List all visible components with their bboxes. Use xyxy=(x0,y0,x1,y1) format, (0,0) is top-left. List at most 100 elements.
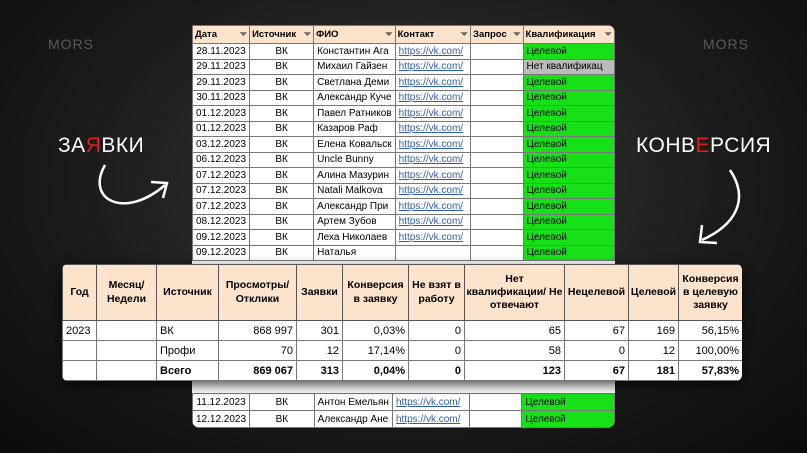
cell[interactable]: 313 xyxy=(296,360,343,381)
cell[interactable]: https://vk.com/ xyxy=(394,182,472,199)
cell[interactable] xyxy=(470,167,524,184)
contact-link[interactable]: https://vk.com/ xyxy=(398,169,464,181)
cell[interactable]: ВК xyxy=(249,58,315,75)
cell[interactable]: Леха Николаев xyxy=(313,229,396,246)
cell[interactable]: Целевой xyxy=(522,167,615,184)
column-header[interactable]: Контакт ⏷ xyxy=(394,25,472,44)
cell[interactable]: https://vk.com/ xyxy=(394,120,472,137)
cell[interactable] xyxy=(470,120,524,137)
cell[interactable]: 169 xyxy=(628,320,679,341)
cell[interactable] xyxy=(470,198,524,215)
cell[interactable]: ВК xyxy=(249,43,315,60)
cell[interactable]: ВК xyxy=(249,74,315,91)
cell[interactable]: 0 xyxy=(408,320,465,341)
cell[interactable]: 06.12.2023 xyxy=(192,151,251,168)
cell[interactable] xyxy=(96,360,157,381)
cell[interactable]: ВК xyxy=(156,320,219,341)
cell[interactable]: ВК xyxy=(249,244,315,261)
cell[interactable] xyxy=(470,43,524,60)
cell[interactable]: https://vk.com/ xyxy=(394,43,472,60)
contact-link[interactable]: https://vk.com/ xyxy=(398,231,464,243)
cell[interactable]: 28.11.2023 xyxy=(192,43,251,60)
cell[interactable]: Целевой xyxy=(521,410,615,428)
cell[interactable]: Елена Ковальск xyxy=(313,136,396,153)
cell[interactable]: 58 xyxy=(464,340,565,361)
cell[interactable] xyxy=(470,213,524,230)
cell[interactable]: Нет квалификац xyxy=(522,58,615,75)
cell[interactable]: https://vk.com/ xyxy=(391,393,470,411)
contact-link[interactable]: https://vk.com/ xyxy=(398,185,464,197)
cell[interactable]: Целевой xyxy=(522,120,615,137)
filter-icon[interactable]: ⏷ xyxy=(604,29,612,39)
cell[interactable]: https://vk.com/ xyxy=(394,151,472,168)
contact-link[interactable]: https://vk.com/ xyxy=(398,200,464,212)
cell[interactable]: 07.12.2023 xyxy=(192,167,251,184)
cell[interactable]: Александр При xyxy=(313,198,396,215)
contact-link[interactable]: https://vk.com/ xyxy=(395,396,461,408)
contact-link[interactable]: https://vk.com/ xyxy=(398,92,464,104)
cell[interactable]: 30.11.2023 xyxy=(192,89,251,106)
cell[interactable]: ВК xyxy=(249,182,315,199)
cell[interactable]: Целевой xyxy=(521,393,615,411)
cell[interactable]: 65 xyxy=(464,320,565,341)
cell[interactable]: ВК xyxy=(249,213,315,230)
cell[interactable]: Профи xyxy=(156,340,219,361)
cell[interactable]: Целевой xyxy=(522,43,615,60)
cell[interactable]: https://vk.com/ xyxy=(394,198,472,215)
cell[interactable]: 07.12.2023 xyxy=(192,182,251,199)
cell[interactable]: Целевой xyxy=(522,198,615,215)
contact-link[interactable]: https://vk.com/ xyxy=(398,216,464,228)
cell[interactable]: Павел Ратников xyxy=(313,105,396,122)
cell[interactable]: https://vk.com/ xyxy=(394,213,472,230)
contact-link[interactable]: https://vk.com/ xyxy=(398,123,464,135)
cell[interactable] xyxy=(470,89,524,106)
filter-icon[interactable]: ⏷ xyxy=(460,29,468,39)
cell[interactable]: 0 xyxy=(408,360,465,381)
cell[interactable]: 07.12.2023 xyxy=(192,198,251,215)
cell[interactable] xyxy=(96,320,157,341)
cell[interactable] xyxy=(470,244,524,261)
cell[interactable]: ВК xyxy=(249,151,315,168)
cell[interactable]: 09.12.2023 xyxy=(192,229,251,246)
contact-link[interactable]: https://vk.com/ xyxy=(398,45,464,57)
cell[interactable]: 0 xyxy=(408,340,465,361)
cell[interactable]: 56,15% xyxy=(678,320,742,341)
cell[interactable]: https://vk.com/ xyxy=(391,410,470,428)
cell[interactable]: Uncle Bunny xyxy=(313,151,396,168)
cell[interactable]: Целевой xyxy=(522,105,615,122)
cell[interactable]: Natali Malkova xyxy=(313,182,396,199)
cell[interactable]: ВК xyxy=(249,393,315,411)
cell[interactable]: Александр Ане xyxy=(313,410,393,428)
cell[interactable]: 0,04% xyxy=(342,360,409,381)
cell[interactable]: Артем Зубов xyxy=(313,213,396,230)
filter-icon[interactable]: ⏷ xyxy=(513,29,521,39)
cell[interactable] xyxy=(394,244,472,261)
cell[interactable] xyxy=(62,340,97,361)
cell[interactable] xyxy=(470,74,524,91)
cell[interactable]: https://vk.com/ xyxy=(394,74,472,91)
contact-link[interactable]: https://vk.com/ xyxy=(398,76,464,88)
cell[interactable]: 29.11.2023 xyxy=(192,74,251,91)
column-header[interactable]: Источник ⏷ xyxy=(249,25,315,44)
cell[interactable]: 11.12.2023 xyxy=(192,393,251,411)
cell[interactable] xyxy=(470,151,524,168)
column-header[interactable]: Квалификация ⏷ xyxy=(522,25,615,44)
filter-icon[interactable]: ⏷ xyxy=(385,29,393,39)
cell[interactable]: 01.12.2023 xyxy=(192,120,251,137)
cell[interactable]: Казаров Раф xyxy=(313,120,396,137)
cell[interactable]: ВК xyxy=(249,229,315,246)
cell[interactable]: 08.12.2023 xyxy=(192,213,251,230)
cell[interactable]: 12 xyxy=(296,340,343,361)
cell[interactable]: Константин Ага xyxy=(313,43,396,60)
cell[interactable]: 2023 xyxy=(62,320,97,341)
cell[interactable]: 12 xyxy=(628,340,679,361)
cell[interactable]: Целевой xyxy=(522,229,615,246)
cell[interactable]: https://vk.com/ xyxy=(394,167,472,184)
cell[interactable]: https://vk.com/ xyxy=(394,105,472,122)
cell[interactable]: ВК xyxy=(249,167,315,184)
cell[interactable]: 57,83% xyxy=(678,360,742,381)
cell[interactable]: Целевой xyxy=(522,244,615,261)
cell[interactable]: 09.12.2023 xyxy=(192,244,251,261)
cell[interactable]: ВК xyxy=(249,136,315,153)
cell[interactable]: Михаил Гайзен xyxy=(313,58,396,75)
